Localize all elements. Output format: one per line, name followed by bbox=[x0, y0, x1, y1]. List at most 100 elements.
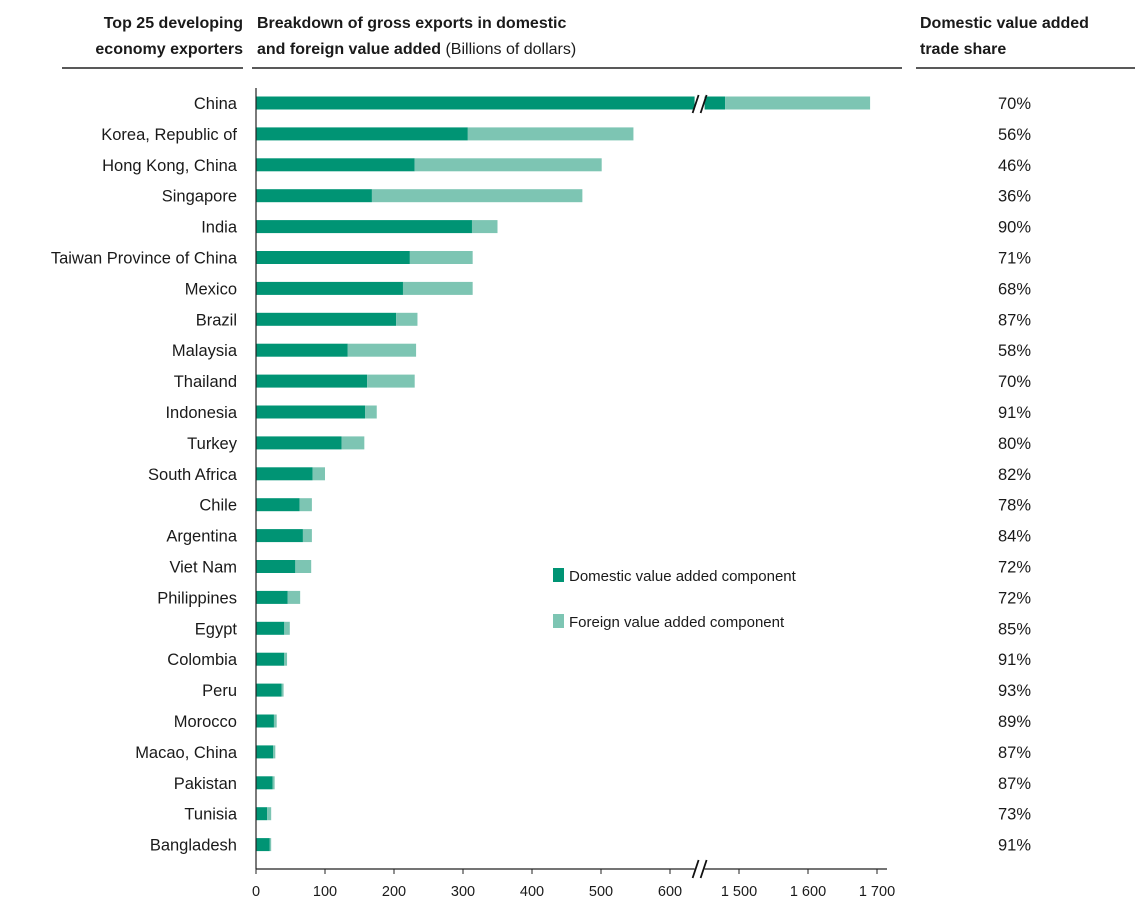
left-column-header: Top 25 developing economy exporters bbox=[62, 15, 243, 69]
country-label: Hong Kong, China bbox=[102, 157, 238, 175]
foreign-bar bbox=[302, 529, 312, 543]
domestic-bar bbox=[256, 776, 273, 790]
country-label: Philippines bbox=[157, 589, 237, 607]
domestic-bar bbox=[256, 467, 313, 481]
country-label: Indonesia bbox=[165, 404, 237, 422]
share-label: 91% bbox=[998, 651, 1031, 669]
bar-break-mark-gap bbox=[694, 94, 705, 114]
right-column-header: Domestic value added trade share bbox=[916, 15, 1135, 69]
domestic-bar bbox=[256, 529, 303, 543]
country-label: Mexico bbox=[185, 280, 237, 298]
foreign-bar bbox=[312, 467, 325, 481]
x-tick-label: 200 bbox=[382, 884, 406, 900]
foreign-bar bbox=[267, 807, 272, 821]
left-header-line2: economy exporters bbox=[95, 41, 243, 58]
domestic-bar bbox=[256, 374, 368, 388]
share-label: 91% bbox=[998, 404, 1031, 422]
country-label: Bangladesh bbox=[150, 837, 237, 855]
share-label: 80% bbox=[998, 435, 1031, 453]
country-label: Morocco bbox=[174, 713, 237, 731]
x-tick-label: 400 bbox=[520, 884, 544, 900]
domestic-bar bbox=[256, 158, 415, 172]
domestic-bar bbox=[256, 281, 403, 295]
share-label: 91% bbox=[998, 837, 1031, 855]
country-labels: China Korea, Republic of Hong Kong, China S… bbox=[51, 95, 238, 855]
foreign-bar bbox=[287, 590, 301, 604]
foreign-bar bbox=[272, 776, 275, 790]
domestic-bar bbox=[256, 714, 274, 728]
foreign-bar bbox=[365, 405, 377, 419]
country-label: Argentina bbox=[166, 528, 237, 546]
share-label: 89% bbox=[998, 713, 1031, 731]
bar-break-mark-slash bbox=[691, 94, 700, 114]
domestic-legend-label: Domestic value added component bbox=[569, 568, 797, 585]
foreign-bar bbox=[725, 96, 871, 110]
share-label: 87% bbox=[998, 311, 1031, 329]
foreign-bar bbox=[409, 251, 473, 264]
foreign-bar bbox=[299, 498, 312, 512]
domestic-legend-swatch bbox=[553, 568, 564, 582]
axis-break-mark bbox=[691, 859, 708, 879]
country-label: Malaysia bbox=[172, 342, 238, 360]
share-labels: 70% 56% 46% 36% 90% 71% 68% 87% 58% 70% 91% 80% 82% 7… bbox=[998, 95, 1031, 855]
share-label: 87% bbox=[998, 775, 1031, 793]
x-axis-ticks: 0 100 200 300 400 500 600 1 500 1 600 1 700 bbox=[252, 869, 895, 900]
x-tick-label: 100 bbox=[313, 884, 337, 900]
axis-break-mark-slash bbox=[691, 859, 700, 879]
foreign-bar bbox=[295, 560, 312, 573]
country-label: Macao, China bbox=[135, 744, 238, 762]
share-label: 36% bbox=[998, 188, 1031, 206]
foreign-bar bbox=[273, 745, 276, 759]
share-label: 78% bbox=[998, 497, 1031, 515]
share-label: 58% bbox=[998, 342, 1031, 360]
stacked-bars bbox=[256, 96, 871, 852]
foreign-bar bbox=[402, 281, 473, 295]
country-label: Turkey bbox=[187, 435, 238, 453]
foreign-bar bbox=[284, 652, 288, 666]
x-tick-label: 600 bbox=[658, 884, 682, 900]
domestic-bar bbox=[256, 220, 472, 234]
domestic-bar bbox=[256, 312, 397, 326]
domestic-bar bbox=[256, 621, 285, 635]
foreign-bar bbox=[414, 158, 602, 172]
domestic-bar bbox=[256, 838, 270, 852]
middle-header-line2: and foreign value added (Billions of dol… bbox=[257, 41, 576, 58]
country-label: Taiwan Province of China bbox=[51, 250, 238, 268]
left-header-line1: Top 25 developing bbox=[104, 15, 243, 32]
domestic-bar bbox=[256, 745, 274, 759]
domestic-bar bbox=[256, 189, 372, 203]
middle-header-bold: and foreign value added bbox=[257, 41, 441, 58]
bar-break-mark-slash bbox=[699, 94, 708, 114]
foreign-bar bbox=[341, 436, 365, 450]
share-label: 72% bbox=[998, 589, 1031, 607]
axis-break-marks bbox=[691, 94, 708, 879]
share-label: 82% bbox=[998, 466, 1031, 484]
share-label: 56% bbox=[998, 126, 1031, 144]
foreign-bar bbox=[281, 683, 284, 697]
x-tick-label: 0 bbox=[252, 884, 260, 900]
share-label: 90% bbox=[998, 219, 1031, 237]
domestic-bar bbox=[256, 560, 296, 573]
share-label: 85% bbox=[998, 620, 1031, 638]
share-label: 70% bbox=[998, 95, 1031, 113]
country-label: Thailand bbox=[174, 373, 237, 391]
domestic-bar bbox=[256, 405, 366, 419]
foreign-legend-swatch bbox=[553, 614, 564, 628]
domestic-bar bbox=[256, 96, 726, 110]
foreign-bar bbox=[471, 220, 498, 234]
country-label: Egypt bbox=[195, 620, 238, 638]
foreign-bar bbox=[396, 312, 418, 326]
domestic-bar bbox=[256, 683, 282, 697]
domestic-bar bbox=[256, 590, 288, 604]
country-label: Korea, Republic of bbox=[101, 126, 237, 144]
x-tick-label: 500 bbox=[589, 884, 613, 900]
middle-header-line1: Breakdown of gross exports in domestic bbox=[257, 15, 567, 32]
foreign-bar bbox=[273, 714, 277, 728]
axis-break-mark-gap bbox=[694, 859, 705, 879]
foreign-bar bbox=[269, 838, 272, 852]
domestic-bar bbox=[256, 343, 348, 357]
domestic-bar bbox=[256, 652, 285, 666]
country-label: Colombia bbox=[167, 651, 238, 669]
country-label: India bbox=[201, 219, 238, 237]
